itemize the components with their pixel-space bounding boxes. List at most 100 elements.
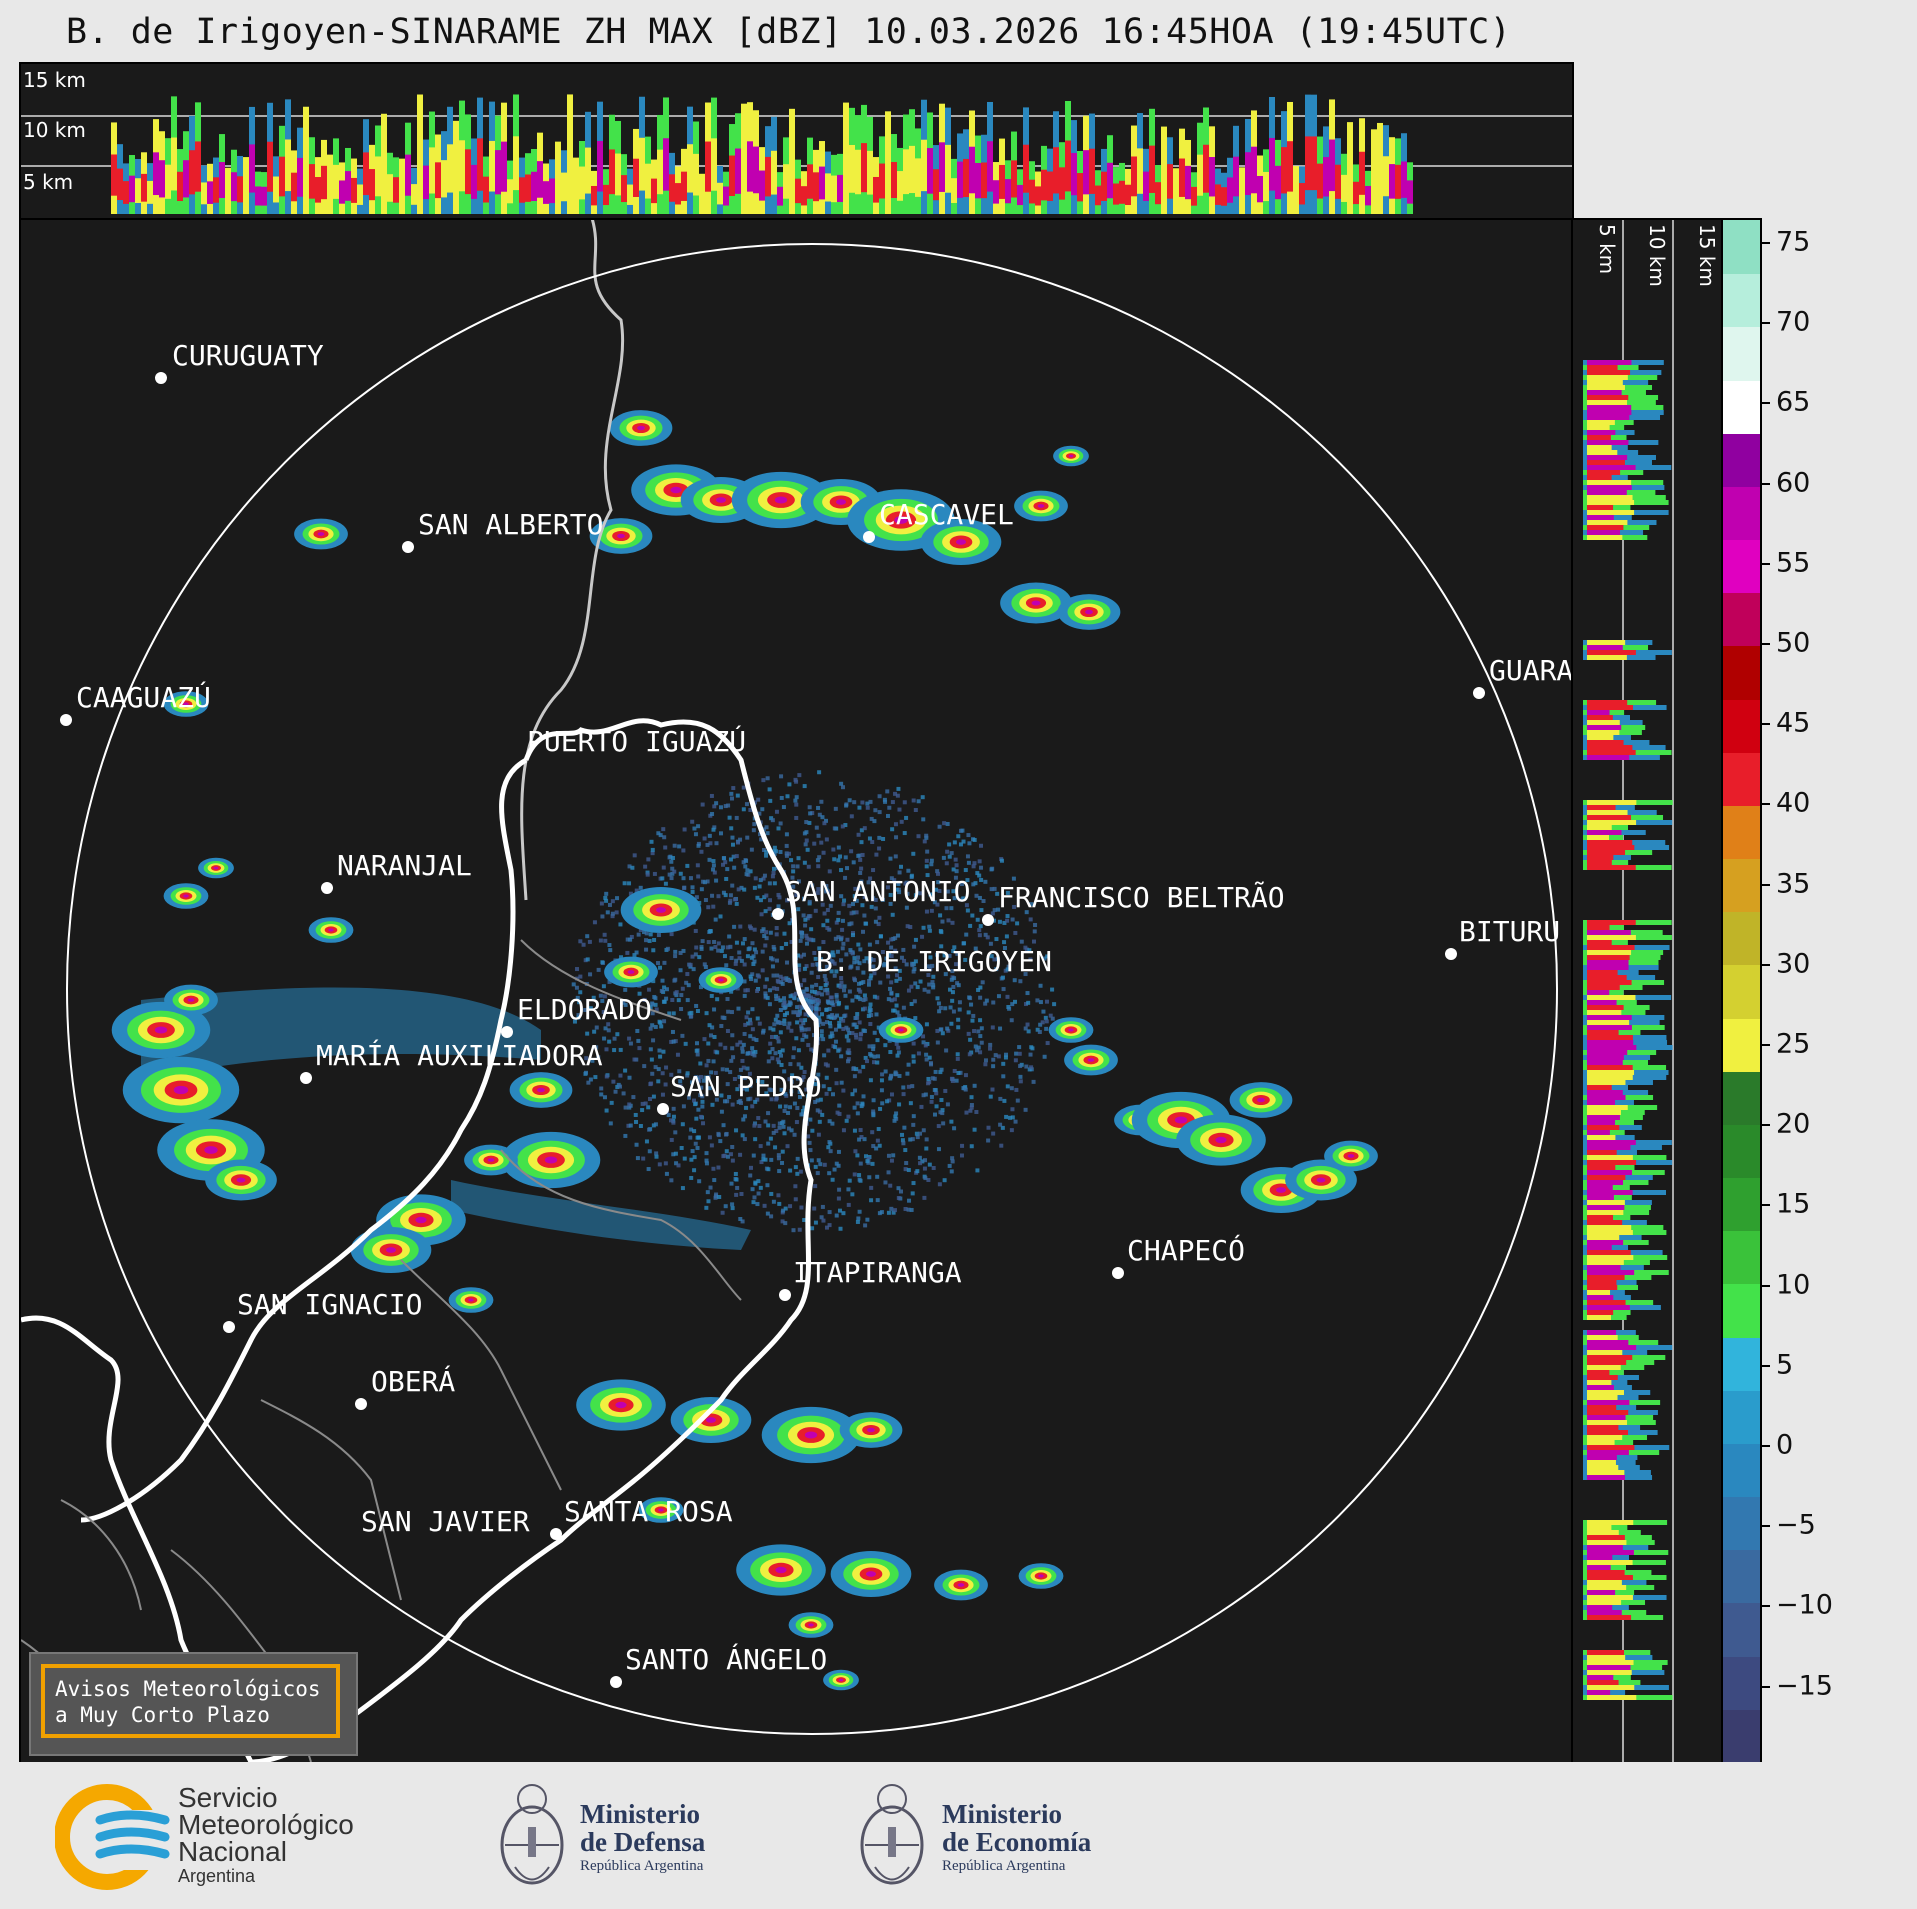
echo-cell	[761, 1406, 861, 1464]
coat-of-arms-economia-icon	[860, 1784, 924, 1885]
radar-map[interactable]: CURUGUATY SAN ALBERTO CASCAVEL CAAGUAZÚ …	[19, 218, 1574, 1764]
echo-cell	[839, 1412, 903, 1448]
reflectivity-echoes	[111, 410, 1378, 1691]
radar-map-svg	[21, 220, 1558, 1762]
colorbar-tick-label: 0	[1776, 1429, 1794, 1461]
city-label-san-antonio: SAN ANTONIO	[785, 875, 971, 908]
colorbar-segment	[1723, 539, 1760, 594]
colorbar-tick-mark	[1760, 1445, 1770, 1447]
colorbar-tick-label: −5	[1776, 1509, 1816, 1541]
echo-cell	[604, 956, 658, 988]
city-dot-san-ignacio	[223, 1321, 235, 1333]
colorbar-segment	[1723, 1177, 1760, 1232]
city-dot-guara	[1473, 687, 1485, 699]
colorbar-segment	[1723, 1496, 1760, 1551]
city-dot-santo-angelo	[610, 1676, 622, 1688]
alert-line-1: Avisos Meteorológicos	[55, 1677, 321, 1701]
city-label-santa-rosa: SANTA ROSA	[564, 1495, 733, 1528]
echo-band	[141, 987, 751, 1250]
smn-line-4: Argentina	[178, 1866, 256, 1886]
echo-cell	[509, 1072, 573, 1108]
echo-cell	[1176, 1114, 1266, 1166]
economia-line-2: de Economía	[942, 1827, 1092, 1857]
echo-cell	[1000, 582, 1072, 624]
colorbar-tick-label: 45	[1776, 707, 1811, 739]
echo-cell	[1048, 1017, 1094, 1043]
side-strip-label-15km: 15 km	[1695, 224, 1719, 287]
top-strip-label-5km: 5 km	[23, 170, 74, 194]
echo-cell	[163, 883, 209, 909]
colorbar-tick-mark	[1760, 1685, 1770, 1688]
colorbar-segment	[1723, 1336, 1760, 1391]
economia-line-3: República Argentina	[942, 1858, 1066, 1874]
echo-cell	[1018, 1563, 1064, 1589]
city-dot-santa-rosa	[550, 1528, 562, 1540]
top-strip-label-10km: 10 km	[23, 118, 86, 142]
colorbar-tick-label: 40	[1776, 787, 1811, 819]
smn-line-2: Meteorológico	[178, 1809, 354, 1840]
city-dot-obera	[355, 1398, 367, 1410]
colorbar-tick-label: 20	[1776, 1108, 1811, 1140]
colorbar-segment	[1723, 1442, 1760, 1498]
city-dot-san-antonio	[772, 908, 784, 920]
echo-cell	[1229, 1082, 1293, 1118]
colorbar-segment	[1723, 326, 1760, 381]
echo-cell	[308, 917, 354, 943]
colorbar-tick-label: −15	[1776, 1670, 1833, 1702]
echo-cell	[1324, 1140, 1378, 1172]
alert-panel[interactable]: Avisos Meteorológicos a Muy Corto Plazo	[29, 1652, 358, 1756]
colorbar-segment	[1723, 1389, 1760, 1444]
echo-cell	[164, 984, 218, 1016]
city-label-san-alberto: SAN ALBERTO	[418, 508, 604, 541]
colorbar-tick-mark	[1760, 322, 1770, 325]
colorbar-segment	[1723, 698, 1760, 753]
city-label-itapiranga: ITAPIRANGA	[793, 1256, 962, 1289]
city-dot-curuguaty	[155, 372, 167, 384]
colorbar-tick-mark	[1760, 1044, 1770, 1046]
economia-line-1: Ministerio	[942, 1799, 1062, 1829]
echo-cell	[698, 967, 744, 993]
defensa-line-2: de Defensa	[580, 1827, 706, 1857]
smn-line-3: Nacional	[178, 1836, 287, 1867]
colorbar-tick-mark	[1760, 803, 1770, 806]
top-strip-label-15km: 15 km	[23, 68, 86, 92]
echo-cell	[198, 857, 234, 879]
colorbar-segment	[1723, 220, 1760, 275]
colorbar-segment	[1723, 1708, 1760, 1762]
side-strip-label-5km: 5 km	[1595, 224, 1619, 275]
alert-link[interactable]: Avisos Meteorológicos a Muy Corto Plazo	[41, 1664, 340, 1738]
echo-cell	[934, 1569, 988, 1601]
city-label-caaguazu: CAAGUAZÚ	[76, 681, 211, 714]
echo-cell	[920, 518, 1002, 566]
colorbar-tick-mark	[1760, 402, 1770, 405]
echo-cell	[1285, 1159, 1357, 1201]
colorbar-tick-mark	[1760, 482, 1770, 485]
city-dot-caaguazu	[60, 714, 72, 726]
city-dot-francisco-beltrao	[982, 914, 994, 926]
colorbar-tick-mark	[1760, 1204, 1770, 1207]
colorbar-tick-mark	[1760, 643, 1770, 645]
echo-cell	[609, 410, 673, 446]
colorbar-segment	[1723, 964, 1760, 1019]
colorbar-segment	[1723, 1230, 1760, 1285]
city-dot-cascavel	[863, 531, 875, 543]
echo-cell	[1014, 490, 1068, 522]
side-cross-section-plot	[1583, 220, 1674, 1762]
colorbar-segment	[1723, 1017, 1760, 1072]
colorbar-tick-mark	[1760, 1605, 1770, 1608]
echo-cell	[731, 471, 831, 529]
colorbar-tick-label: 50	[1776, 627, 1811, 659]
city-label-b-de-irigoyen: B. DE IRIGOYEN	[816, 945, 1053, 978]
defensa-line-1: Ministerio	[580, 1799, 700, 1829]
colorbar-tick-mark	[1760, 1284, 1770, 1287]
city-label-eldorado: ELDORADO	[517, 993, 652, 1026]
city-label-san-pedro: SAN PEDRO	[670, 1070, 822, 1103]
colorbar-tick-mark	[1760, 963, 1770, 966]
colorbar-tick-mark	[1760, 1124, 1770, 1127]
colorbar-segment	[1723, 485, 1760, 541]
city-dot-naranjal	[321, 882, 333, 894]
echo-cell	[1053, 445, 1089, 467]
defensa-logo-text: Ministerio de Defensa República Argentin…	[580, 1800, 705, 1876]
top-cross-section-plot	[21, 94, 1572, 214]
echo-cell	[205, 1159, 277, 1201]
